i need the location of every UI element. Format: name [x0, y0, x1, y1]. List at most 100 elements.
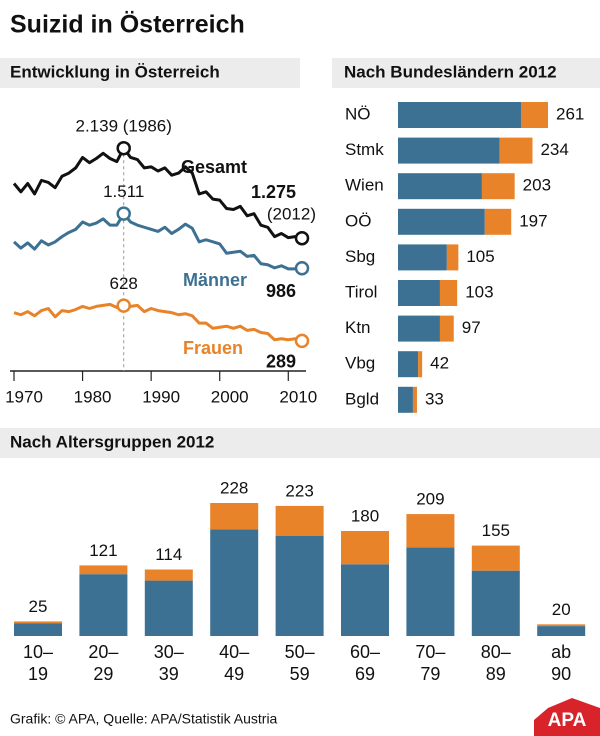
- bar-segment: [14, 621, 62, 624]
- total-label: 25: [29, 597, 48, 616]
- bar-segment: [210, 503, 259, 530]
- category-label: 30–: [154, 642, 184, 662]
- bar-segment: [418, 351, 423, 378]
- category-label: 69: [355, 664, 375, 684]
- bar-segment: [144, 569, 193, 581]
- category-label: Sbg: [345, 247, 375, 266]
- category-label: Vbg: [345, 354, 375, 373]
- bar-segment: [446, 244, 459, 271]
- category-label: Bgld: [345, 389, 379, 408]
- bar-segment: [398, 386, 413, 413]
- point-marker: [116, 206, 131, 221]
- bar-segment: [398, 102, 521, 128]
- section-header: [332, 58, 600, 88]
- footer: Grafik: © APA, Quelle: APA/Statistik Aus…: [10, 711, 278, 727]
- category-label: Tirol: [345, 282, 377, 301]
- bar-segment: [439, 315, 454, 342]
- total-label: 234: [540, 140, 568, 159]
- category-label: 39: [159, 664, 179, 684]
- bar-segment: [499, 137, 533, 164]
- category-label: 50–: [285, 642, 315, 662]
- category-label: ab: [551, 642, 571, 662]
- x-tick-label: 2000: [211, 387, 249, 406]
- bar-segment: [398, 315, 440, 342]
- line-series: [12, 212, 303, 271]
- bar-segment: [406, 547, 455, 636]
- x-tick-label: 1980: [74, 387, 112, 406]
- category-label: 10–: [23, 642, 53, 662]
- bar-segment: [471, 570, 520, 636]
- section-header: [0, 58, 300, 88]
- category-label: Ktn: [345, 318, 371, 337]
- annotation: (2012): [267, 205, 316, 224]
- total-label: 228: [220, 478, 248, 497]
- chart-title: Nach Bundesländern 2012: [344, 62, 557, 81]
- total-label: 121: [89, 541, 117, 560]
- category-label: 90: [551, 664, 571, 684]
- category-label: NÖ: [345, 104, 371, 123]
- total-label: 155: [482, 521, 510, 540]
- bar-segment: [341, 564, 389, 636]
- bar-segment: [398, 137, 500, 164]
- value-label: 289: [266, 352, 296, 372]
- category-label: 89: [486, 664, 506, 684]
- logo: APA: [548, 710, 587, 731]
- value-label: 628: [110, 274, 138, 293]
- bar-segment: [398, 280, 440, 306]
- line-series: [13, 302, 303, 343]
- bar-segment: [398, 208, 485, 235]
- bar-segment: [79, 574, 128, 636]
- point-marker: [294, 333, 310, 349]
- value-label: 2.139 (1986): [76, 117, 172, 136]
- series-name: Frauen: [183, 338, 243, 358]
- category-label: 60–: [350, 642, 380, 662]
- category-label: 29: [93, 664, 113, 684]
- total-label: 42: [430, 354, 449, 373]
- bar-segment: [398, 351, 419, 378]
- point-marker: [116, 140, 131, 156]
- bar-segment: [471, 545, 520, 571]
- page-title: Suizid in Österreich: [10, 10, 245, 39]
- total-label: 209: [416, 490, 444, 509]
- total-label: 103: [465, 282, 493, 301]
- bar-segment: [210, 529, 259, 636]
- category-label: 20–: [88, 642, 118, 662]
- category-label: 49: [224, 664, 244, 684]
- category-label: 19: [28, 664, 48, 684]
- value-label: 986: [266, 281, 296, 301]
- bar-segment: [275, 535, 324, 636]
- category-label: 59: [290, 664, 310, 684]
- bar-segment: [14, 623, 62, 636]
- category-label: 79: [420, 664, 440, 684]
- category-label: 80–: [481, 642, 511, 662]
- point-marker: [116, 298, 131, 313]
- bar-segment: [484, 208, 512, 235]
- series-name: Männer: [183, 270, 247, 290]
- category-label: OÖ: [345, 211, 371, 230]
- point-marker: [294, 230, 310, 246]
- total-label: 114: [155, 545, 182, 564]
- bar-segment: [537, 626, 586, 636]
- category-label: 70–: [415, 642, 445, 662]
- total-label: 33: [425, 389, 444, 408]
- total-label: 203: [523, 176, 551, 195]
- bar-segment: [79, 565, 128, 575]
- point-marker: [294, 261, 310, 276]
- bar-segment: [341, 531, 389, 565]
- bar-segment: [406, 514, 455, 548]
- bar-segment: [520, 102, 548, 128]
- x-tick-label: 2010: [279, 387, 317, 406]
- category-label: Wien: [345, 176, 384, 195]
- x-tick-label: 1990: [142, 387, 180, 406]
- bar-segment: [412, 386, 417, 413]
- value-label: 1.275: [251, 182, 296, 202]
- total-label: 180: [351, 506, 379, 525]
- total-label: 20: [552, 600, 571, 619]
- bar-segment: [398, 173, 482, 200]
- line-series: [12, 146, 303, 240]
- bar-segment: [481, 173, 515, 200]
- section-header: [0, 428, 600, 458]
- total-label: 223: [285, 481, 313, 500]
- logo-shape: [534, 698, 600, 736]
